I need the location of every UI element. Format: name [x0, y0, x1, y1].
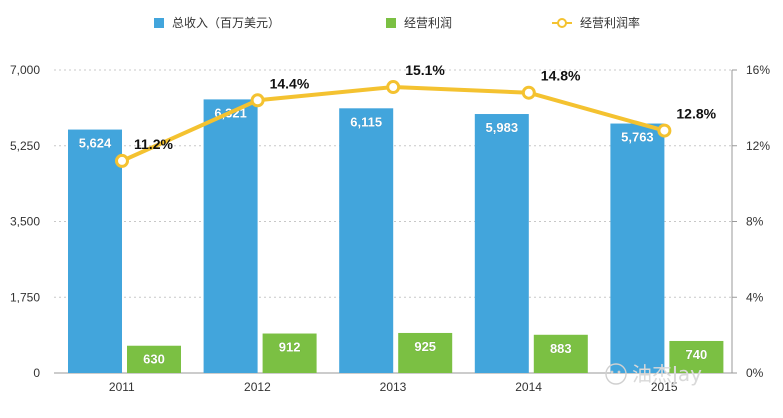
margin-label: 14.8% — [541, 68, 581, 84]
margin-label: 11.2% — [134, 136, 173, 152]
right-axis: 0% 4% 8% 12% 16% — [731, 63, 770, 380]
legend-swatch-revenue — [154, 18, 164, 28]
x-axis-tick-label: 2013 — [380, 380, 407, 394]
revenue-bar — [68, 129, 122, 373]
margin-label: 14.4% — [270, 75, 310, 91]
revenue-bar — [610, 123, 665, 373]
legend-marker-margin — [557, 18, 567, 28]
right-axis-tick-label: 0% — [746, 366, 764, 380]
revenue-bar-label: 5,624 — [79, 136, 112, 151]
revenue-bar-label: 5,763 — [621, 130, 654, 145]
right-axis-tick-label: 12% — [746, 139, 770, 153]
x-axis-tick-label: 2014 — [515, 380, 542, 394]
x-axis-tick-label: 2011 — [109, 380, 135, 394]
revenue-bar — [203, 99, 258, 374]
legend-swatch-profit — [386, 18, 396, 28]
profit-bar — [127, 345, 181, 373]
profit-bar — [398, 332, 453, 373]
watermark-icon — [605, 363, 627, 385]
profit-bar-label: 740 — [686, 347, 708, 362]
profit-bar — [669, 340, 724, 373]
right-axis-tick-label: 8% — [746, 215, 764, 229]
watermark: 油杰Jay — [605, 362, 702, 386]
legend-item-revenue: 总收入（百万美元） — [154, 16, 280, 30]
legend-label-revenue: 总收入（百万美元） — [172, 16, 280, 30]
profit-bar-label: 883 — [550, 341, 572, 356]
watermark-text: 油杰Jay — [632, 362, 702, 386]
margin-point — [657, 123, 672, 138]
profit-bar — [533, 334, 588, 373]
x-axis-tick-label: 2012 — [244, 380, 271, 394]
margin-point — [386, 80, 401, 95]
x-axis: 2011 2012 2013 2014 2015 — [54, 372, 732, 394]
watermark-icon-eye — [617, 370, 621, 374]
margin-line-series: 11.2% 14.4% 15.1% 14.8% 12.8% — [115, 62, 717, 168]
legend-item-margin: 经营利润率 — [552, 15, 640, 30]
legend-label-margin: 经营利润率 — [580, 15, 640, 30]
legend: 总收入（百万美元） 经营利润 经营利润率 — [154, 15, 640, 30]
left-axis-tick-label: 0 — [33, 366, 40, 380]
margin-label: 12.8% — [676, 106, 716, 122]
legend-item-profit: 经营利润 — [386, 16, 452, 30]
watermark-icon-eye — [610, 370, 614, 374]
x-axis-tick-label: 2015 — [651, 380, 678, 394]
profit-bars: 630 912 925 883 740 — [127, 332, 724, 373]
margin-label: 15.1% — [405, 62, 445, 78]
revenue-bar-label: 5,983 — [486, 120, 519, 135]
revenue-bar — [474, 114, 529, 373]
margin-point — [521, 85, 536, 100]
left-axis-tick-label: 5,250 — [10, 139, 40, 153]
margin-point — [115, 153, 129, 168]
profit-bar-label: 630 — [143, 352, 165, 367]
left-axis-tick-label: 7,000 — [10, 63, 40, 77]
left-axis-tick-label: 3,500 — [10, 215, 40, 229]
legend-label-profit: 经营利润 — [404, 16, 452, 30]
profit-bar — [262, 333, 317, 373]
revenue-bar — [339, 108, 394, 373]
revenue-bar-label: 6,115 — [350, 114, 382, 129]
right-axis-tick-label: 4% — [746, 290, 764, 304]
profit-bar-label: 912 — [279, 340, 301, 355]
margin-point — [250, 93, 265, 108]
left-axis: 0 1,750 3,500 5,250 7,000 — [10, 63, 40, 380]
profit-bar-label: 925 — [414, 339, 436, 354]
right-axis-tick-label: 16% — [746, 63, 770, 77]
left-axis-tick-label: 1,750 — [10, 290, 40, 304]
